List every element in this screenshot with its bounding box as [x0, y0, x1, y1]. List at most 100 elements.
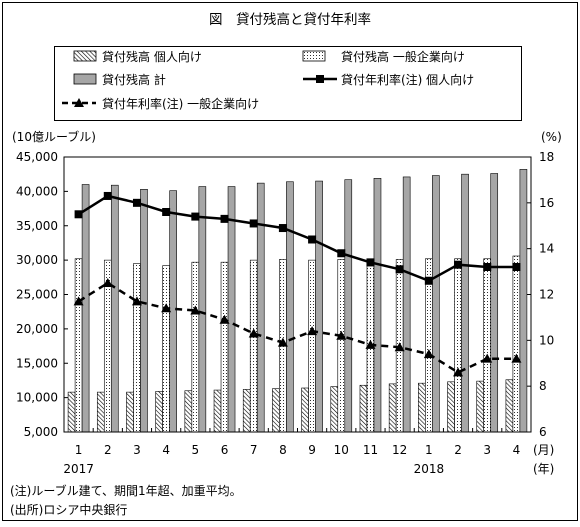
- legend-box: [54, 46, 522, 121]
- point-individual-rate-8: [278, 224, 287, 233]
- legend-label-corporate-rate: 貸付年利率(注) 一般企業向け: [102, 96, 259, 111]
- point-corporate-rate-13: [423, 349, 434, 359]
- left-tick-label: 25,000: [16, 288, 58, 302]
- point-individual-rate-5: [191, 212, 200, 221]
- footnote-source: (出所)ロシア中央銀行: [10, 502, 127, 517]
- x-year-label: 2018: [414, 462, 445, 476]
- bar-hatched-7: [242, 389, 251, 433]
- left-tick-label: 5,000: [24, 425, 58, 439]
- bar-hatched-4: [155, 391, 163, 433]
- bar-gray-4: [169, 190, 177, 433]
- point-individual-rate-1: [74, 210, 83, 219]
- bar-dotted-7: [249, 259, 258, 433]
- left-tick-label: 10,000: [16, 391, 58, 405]
- x-tick-label: 5: [192, 443, 200, 457]
- footnote-note: (注)ルーブル建て、期間1年超、加重平均。: [10, 483, 242, 498]
- point-individual-rate-12: [395, 265, 404, 274]
- bar-gray-1: [81, 184, 90, 433]
- bar-hatched-6: [213, 389, 222, 433]
- point-corporate-rate-10: [336, 330, 347, 340]
- chart-title: 図 貸付残高と貸付年利率: [209, 11, 371, 28]
- legend-square-marker: [316, 75, 324, 83]
- x-tick-label: 1: [75, 443, 83, 457]
- x-tick-label: 2: [454, 443, 462, 457]
- point-individual-rate-7: [249, 219, 258, 228]
- point-corporate-rate-9: [307, 326, 318, 336]
- legend-label-individual-rate: 貸付年利率(注) 個人向け: [341, 72, 474, 87]
- right-tick-label: 6: [539, 425, 547, 439]
- left-axis-label: (10億ルーブル): [12, 129, 96, 144]
- point-individual-rate-15: [483, 263, 492, 271]
- bar-hatched-12: [388, 383, 397, 433]
- x-tick-label: 12: [392, 443, 407, 457]
- left-tick-label: 45,000: [16, 150, 58, 164]
- point-corporate-rate-11: [365, 339, 376, 349]
- bar-hatched-15: [476, 380, 485, 433]
- bar-gray-9: [315, 180, 323, 433]
- x-year-label: 2017: [63, 462, 94, 476]
- x-tick-label: 4: [162, 443, 170, 457]
- left-tick-label: 20,000: [16, 322, 58, 336]
- bar-dotted-4: [162, 265, 170, 433]
- legend-swatch-hatched: [73, 50, 97, 62]
- left-tick-label: 30,000: [16, 253, 58, 267]
- bar-dotted-10: [337, 259, 346, 433]
- legend-triangle-marker: [74, 98, 84, 107]
- bar-gray-6: [227, 186, 236, 433]
- bar-dotted-1: [74, 258, 83, 433]
- left-tick-label: 40,000: [16, 184, 58, 198]
- point-individual-rate-3: [132, 198, 141, 207]
- bar-hatched-11: [359, 384, 368, 433]
- right-tick-label: 10: [539, 333, 554, 347]
- bar-gray-7: [256, 182, 265, 433]
- x-tick-label: 3: [133, 443, 141, 457]
- bar-hatched-14: [447, 381, 455, 433]
- point-corporate-rate-4: [161, 303, 172, 313]
- point-corporate-rate-3: [131, 296, 142, 306]
- x-axis-unit-year: (年): [533, 462, 554, 476]
- point-individual-rate-6: [220, 214, 229, 223]
- x-tick-label: 3: [483, 443, 491, 457]
- point-corporate-rate-1: [73, 296, 84, 306]
- point-corporate-rate-7: [248, 328, 259, 338]
- point-corporate-rate-12: [394, 342, 405, 352]
- x-tick-label: 6: [221, 443, 229, 457]
- x-axis-unit-month: (月): [533, 443, 554, 457]
- bar-hatched-1: [67, 391, 76, 433]
- right-tick-label: 16: [539, 196, 554, 210]
- bar-hatched-9: [301, 387, 309, 433]
- x-tick-label: 11: [363, 443, 378, 457]
- right-tick-label: 8: [539, 379, 547, 393]
- legend-label-corporate-loans: 貸付残高 一般企業向け: [341, 49, 465, 64]
- x-tick-label: 8: [279, 443, 287, 457]
- bar-gray-5: [198, 186, 207, 433]
- bar-gray-3: [140, 189, 148, 433]
- point-corporate-rate-14: [453, 367, 464, 377]
- bar-gray-15: [490, 173, 499, 433]
- bar-gray-10: [344, 179, 353, 433]
- point-corporate-rate-5: [190, 305, 201, 315]
- point-individual-rate-14: [454, 260, 463, 269]
- x-tick-label: 9: [308, 443, 316, 457]
- bar-gray-12: [402, 176, 411, 433]
- line-individual-rate: [77, 194, 517, 283]
- x-tick-label: 10: [334, 443, 349, 457]
- point-individual-rate-11: [366, 258, 375, 267]
- left-tick-label: 35,000: [16, 219, 58, 233]
- point-individual-rate-9: [308, 235, 317, 244]
- right-tick-label: 14: [539, 242, 554, 256]
- point-individual-rate-10: [337, 249, 346, 258]
- bar-hatched-16: [505, 379, 514, 433]
- bar-dotted-9: [308, 259, 316, 433]
- line-corporate-rate: [77, 281, 517, 374]
- bar-gray-8: [286, 181, 294, 433]
- point-corporate-rate-15: [482, 353, 493, 363]
- bar-hatched-5: [184, 390, 193, 433]
- bar-hatched-8: [272, 388, 280, 433]
- bar-gray-2: [110, 184, 119, 433]
- right-tick-label: 12: [539, 288, 554, 302]
- x-tick-label: 2: [104, 443, 112, 457]
- x-tick-label: 1: [425, 443, 433, 457]
- right-tick-label: 18: [539, 150, 554, 164]
